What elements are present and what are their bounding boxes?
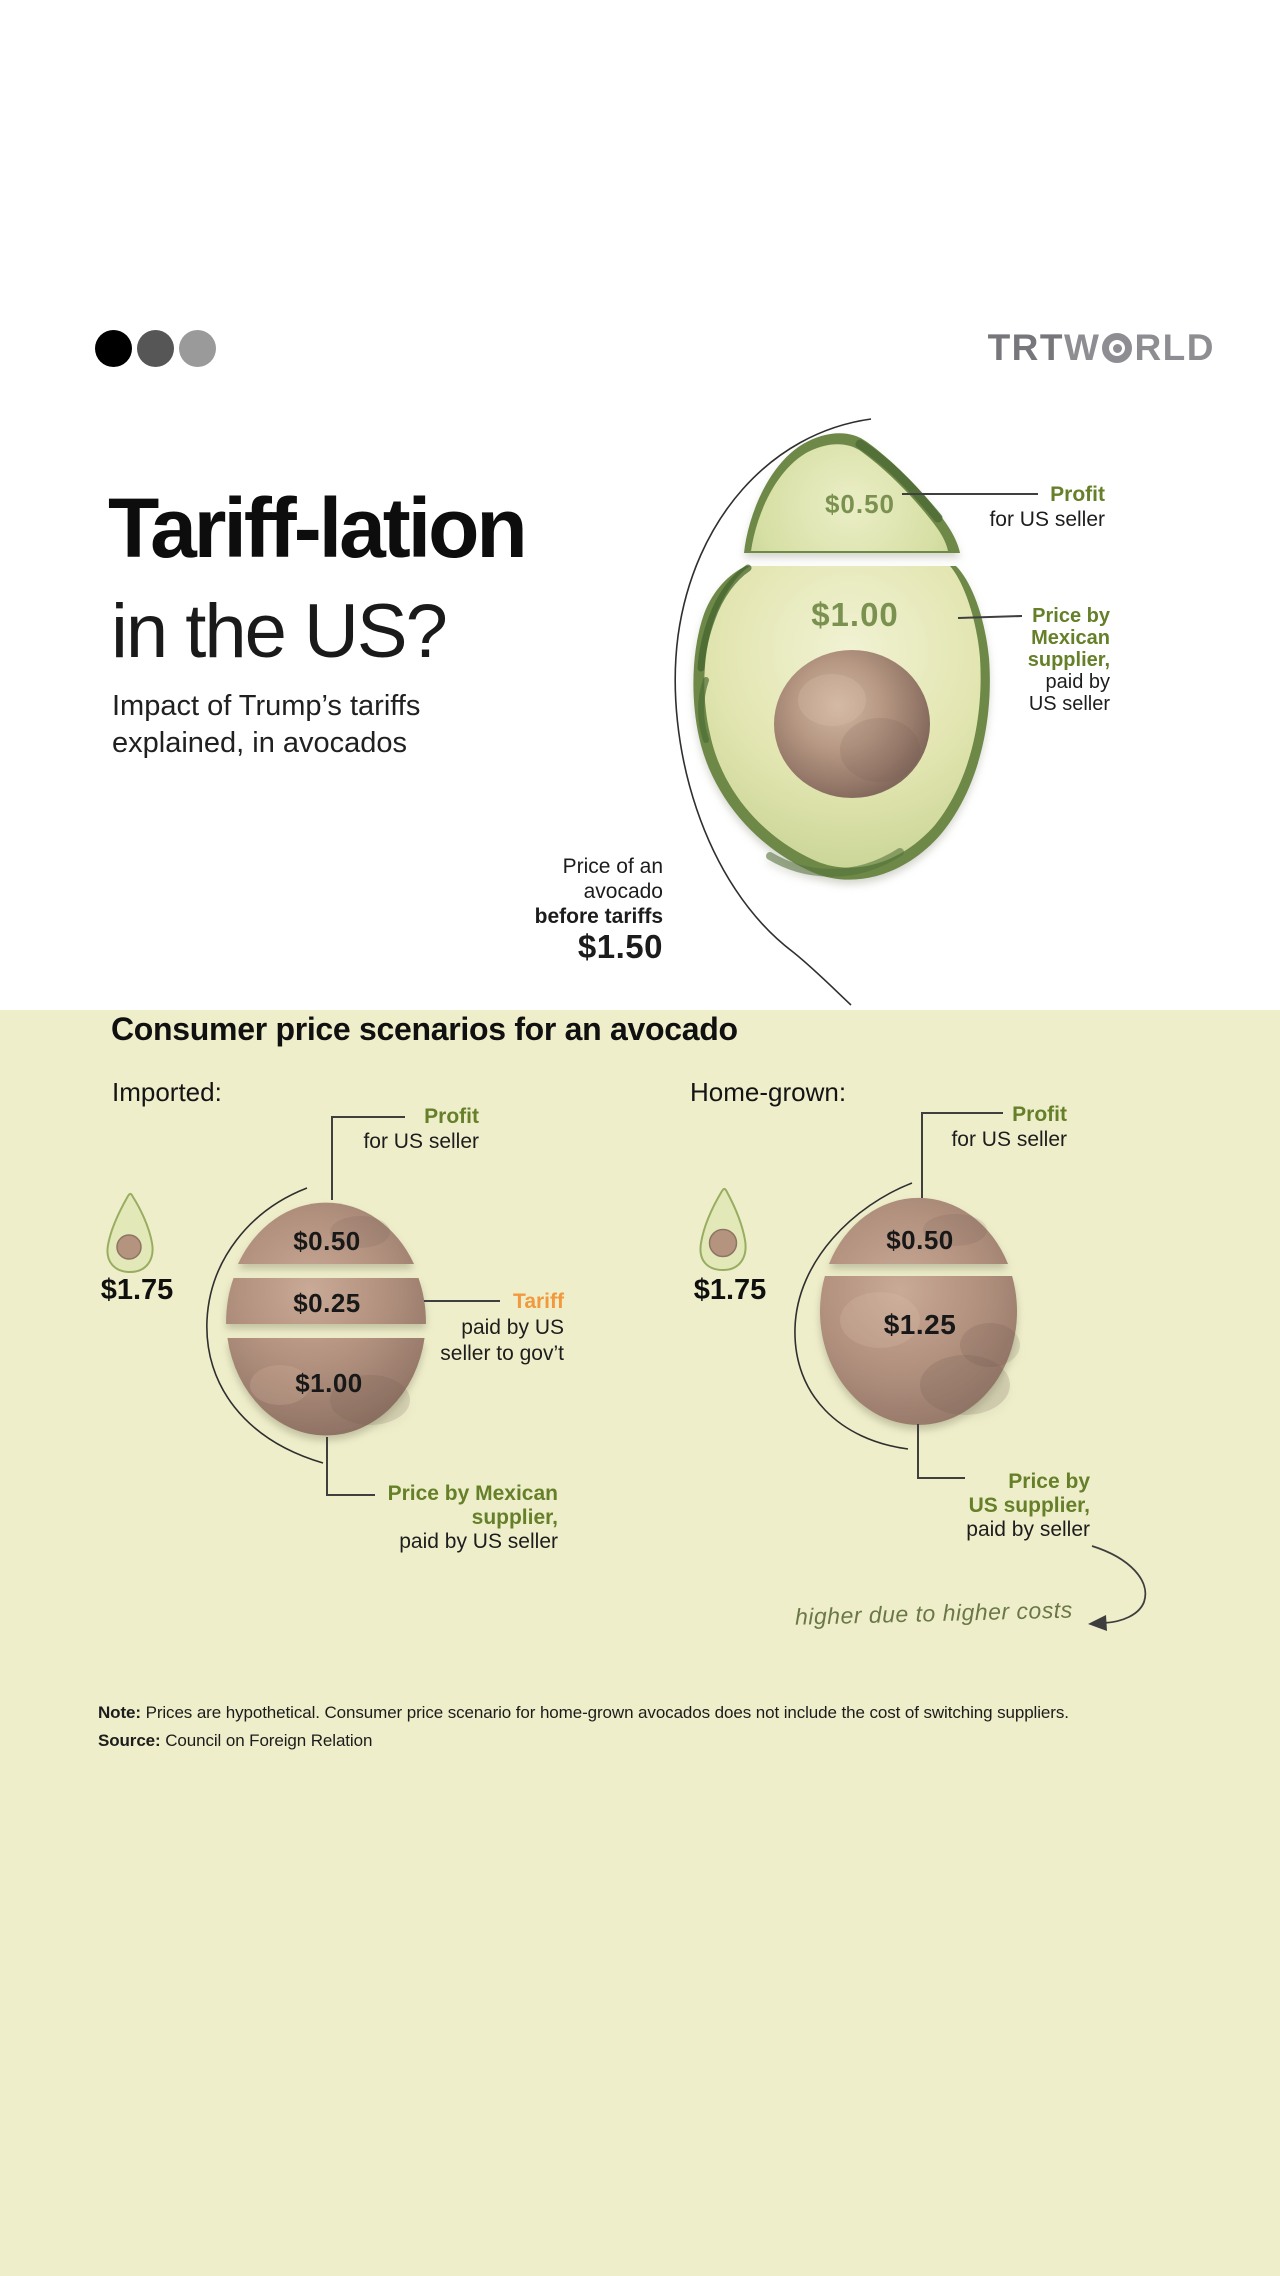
homegrown-total: $1.75 [693,1274,767,1306]
homegrown-slice-profit [829,1197,1008,1264]
imported-supplier-connector [326,1437,375,1496]
supplier-label-line: Mexican [1031,627,1110,649]
subtitle-line-2: explained, in avocados [112,727,408,759]
footer-note: Note: Prices are hypothetical. Consumer … [98,1699,1258,1755]
page-title: Tariff-lation [108,481,528,575]
homegrown-label: Home-grown: [690,1077,847,1107]
brand-dot-lightgray [179,330,216,367]
tariff-label-text: Tariff [513,1290,564,1313]
supplier-connector-line [957,615,1023,619]
price-before-tariffs: Price of an avocado before tariffs $1.50 [420,854,663,965]
price-before-amount: $1.50 [577,928,663,965]
homegrown-pit-diagram [794,1112,1020,1479]
logo-w-text: W [1064,327,1101,368]
price-note-bold: before tariffs [534,905,663,928]
page-title-line2: in the US? [111,589,448,674]
before-profit-value: $0.50 [824,489,896,519]
avocado-pit [774,650,930,798]
small-avocado-imported [106,1192,154,1274]
avocado-body-slice [693,564,990,880]
logo-o-icon [1102,333,1133,363]
logo-trt-text: TRT [987,327,1065,368]
avocado-cap-slice [744,433,960,553]
imported-slice-tariff [226,1278,426,1324]
before-supplier-value: $1.00 [811,596,899,633]
section-background [0,1010,1280,2276]
small-avocado-homegrown [699,1187,747,1272]
profit-sub-text: for US seller [363,1130,479,1153]
profit-sub-text: for US seller [951,1128,1067,1151]
imported-slice-value: $0.25 [293,1288,361,1318]
price-note-line: avocado [583,880,663,903]
imported-profit-label: Profit for US seller [310,1104,479,1154]
big-avocado-illustration [674,418,1038,1006]
imported-slice-value: $0.50 [293,1226,361,1256]
avocado-brace-arc [674,418,872,1006]
supplier-label-line: paid by [1045,671,1111,693]
before-supplier-label: Price by Mexican supplier, paid by US se… [930,605,1110,715]
supplier-label-line: paid by US seller [399,1530,558,1553]
imported-supplier-label: Price by Mexican supplier, paid by US se… [350,1482,558,1554]
supplier-label-line: paid by seller [966,1518,1090,1541]
imported-brace-arc [206,1187,324,1464]
imported-slice-profit [238,1202,414,1264]
homegrown-supplier-connector [917,1424,965,1479]
profit-label-text: Profit [424,1105,479,1128]
homegrown-profit-label: Profit for US seller [900,1102,1067,1152]
logo-rld-text: RLD [1134,327,1215,368]
section-title: Consumer price scenarios for an avocado [111,1011,738,1047]
tariff-sub-line: paid by US [461,1316,564,1339]
imported-pit-diagram [206,1116,500,1496]
supplier-label-line: Price by Mexican [387,1482,558,1505]
homegrown-profit-connector [921,1112,1003,1198]
arrowhead-icon [1088,1615,1107,1631]
price-note-line: Price of an [562,855,663,878]
imported-tariff-label: Tariff paid by US seller to gov’t [390,1289,564,1367]
profit-sub-text: for US seller [989,508,1105,531]
homegrown-slice-value: $1.25 [883,1309,957,1340]
before-profit-label: Profit for US seller [930,482,1105,532]
profit-label-text: Profit [1012,1103,1067,1126]
source-label: Source: [98,1731,161,1750]
homegrown-slice-value: $0.50 [886,1225,954,1255]
note-label: Note: [98,1703,141,1722]
profit-label-text: Profit [1050,483,1105,506]
trt-world-logo: TRT W RLD [900,328,1215,368]
imported-profit-connector [331,1116,405,1200]
brand-dot-black [95,330,132,367]
imported-total: $1.75 [100,1274,174,1306]
supplier-label-line: Price by [1032,605,1110,627]
supplier-label-line: US seller [1028,693,1110,715]
supplier-label-line: US supplier, [968,1494,1090,1517]
annotation-arrow [1088,1545,1147,1631]
note-line: Note: Prices are hypothetical. Consumer … [98,1699,1258,1727]
homegrown-supplier-label: Price by US supplier, paid by seller [920,1470,1090,1542]
homegrown-slice-supplier [820,1276,1020,1425]
imported-slice-supplier [227,1338,425,1436]
note-text: Prices are hypothetical. Consumer price … [140,1703,1069,1722]
brand-dot-darkgray [137,330,174,367]
supplier-label-line: supplier, [471,1506,558,1529]
imported-slice-value: $1.00 [295,1368,363,1398]
subtitle-line-1: Impact of Trump’s tariffs [112,690,421,722]
homegrown-brace-arc [794,1182,913,1450]
source-line: Source: Council on Foreign Relation [98,1727,1258,1755]
page-subtitle: Impact of Trump’s tariffs explained, in … [112,688,420,762]
supplier-label-line: supplier, [1027,649,1110,671]
source-text: Council on Foreign Relation [160,1731,373,1750]
supplier-label-line: Price by [1008,1470,1090,1493]
tariff-sub-line: seller to gov’t [440,1342,564,1365]
imported-label: Imported: [112,1077,222,1107]
